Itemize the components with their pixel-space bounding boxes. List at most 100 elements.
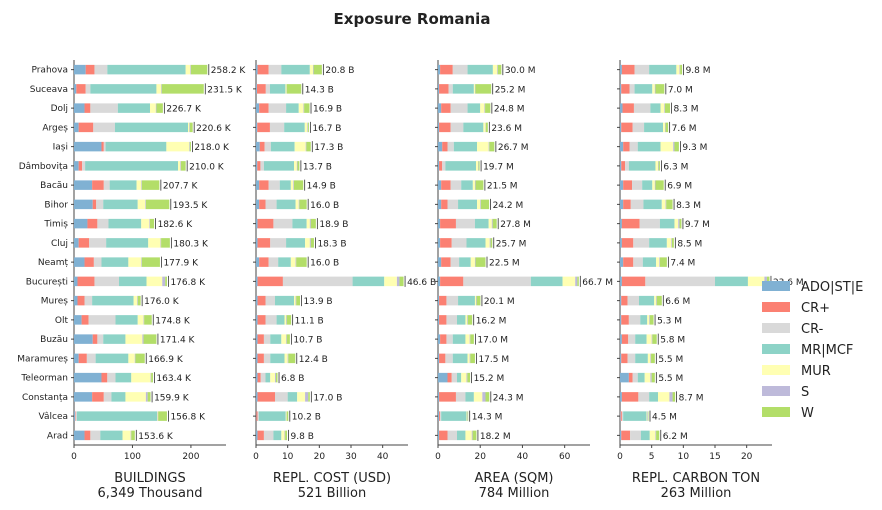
bar-segment-cr- (448, 84, 453, 94)
category-label: Arad (47, 431, 68, 441)
bar-segment-mur (472, 180, 475, 190)
total-label: 20.8 B (325, 66, 354, 76)
bar-segment-mur (473, 392, 483, 402)
bar-segment-cr- (633, 238, 650, 248)
bar-segment-mr-mcf (634, 84, 653, 94)
bar-segment-cr- (447, 199, 459, 210)
bar-segment-cr- (268, 180, 280, 190)
bar-segment-w (671, 238, 674, 248)
bar-segment-w (577, 276, 579, 287)
bar-segment-ado-st-e (438, 411, 440, 421)
total-label: 20.1 M (484, 297, 515, 307)
x-axis-label: REPL. CARBON TON (632, 471, 760, 486)
bar-segment-ado-st-e (620, 334, 622, 344)
bar-segment-mur (281, 430, 285, 441)
total-label: 226.7 K (166, 105, 202, 115)
bar-segment-cr- (78, 161, 83, 171)
category-label: Buzău (40, 335, 68, 345)
bar-segment-s (155, 103, 157, 113)
bar-segment-ado-st-e (74, 84, 77, 94)
bar-segment-ado-st-e (620, 161, 622, 171)
total-label: 9.3 M (682, 143, 707, 153)
total-label: 14.3 B (305, 85, 334, 95)
bar-segment-mr-mcf (90, 84, 157, 94)
bar-segment-w (655, 180, 664, 190)
bar-segment-w (656, 430, 660, 441)
bar-segment-w (135, 353, 145, 364)
bar-segment-w (666, 199, 673, 210)
bar-segment-w (189, 141, 191, 152)
legend-item: ADO|ST|E (762, 280, 863, 295)
bar-segment-mr-mcf (286, 238, 306, 248)
bar-segment-s (471, 430, 473, 441)
bar-segment-w (679, 218, 682, 229)
bar-segment-ado-st-e (256, 141, 260, 152)
bar-segment-cr- (638, 392, 650, 402)
bar-segment-cr- (620, 411, 622, 421)
bar-segment-cr- (75, 411, 76, 421)
x-tick-label: 30 (345, 452, 357, 462)
bar-segment-cr- (275, 392, 288, 402)
bar-segment-s (305, 392, 309, 402)
total-label: 207.7 K (163, 182, 199, 192)
panel-3: 30.0 M 25.2 M 24.8 M 23.6 M 26.7 M 19.7 M 21.5… (435, 60, 613, 501)
bar-segment-mur (136, 180, 142, 190)
bar-segment-ado-st-e (256, 430, 258, 441)
total-label: 24.8 M (494, 105, 525, 115)
bar-segment-s (130, 430, 132, 441)
bar-segment-ado-st-e (74, 180, 93, 190)
bar-segment-mur (658, 392, 670, 402)
bar-segment-s (654, 84, 656, 94)
bar-segment-w (296, 295, 301, 306)
bar-segment-w (472, 430, 477, 441)
total-label: 156.8 K (170, 413, 206, 423)
bar-segment-ado-st-e (256, 238, 258, 248)
bar-segment-cr- (623, 257, 634, 267)
total-label: 10.7 B (293, 336, 322, 346)
total-label: 18.3 B (317, 239, 346, 249)
bar-segment-cr- (440, 411, 442, 421)
bar-segment-w (190, 64, 208, 75)
bar-segment-cr- (259, 199, 266, 210)
bar-segment-s (497, 64, 498, 75)
bar-segment-w (485, 392, 490, 402)
bar-segment-cr- (263, 430, 274, 441)
bar-segment-cr- (273, 218, 293, 229)
bar-segment-mur (474, 295, 476, 306)
bar-segment-cr- (94, 64, 108, 75)
bar-segment-s (180, 161, 181, 171)
bar-segment-cr- (257, 392, 275, 402)
bar-segment-ado-st-e (438, 276, 441, 287)
bar-segment-s (298, 199, 300, 210)
x-tick-label: 40 (377, 452, 389, 462)
bar-segment-cr- (632, 180, 643, 190)
bar-segment-w (286, 315, 292, 325)
bar-segment-cr- (621, 430, 631, 441)
bar-segment-cr- (623, 141, 630, 152)
bar-segment-ado-st-e (438, 257, 442, 267)
bar-segment-s (650, 353, 652, 364)
bar-segment-mr-mcf (258, 411, 286, 421)
bar-segment-cr- (440, 218, 456, 229)
bar-segment-cr- (442, 141, 448, 152)
bar-segment-mur (297, 392, 306, 402)
bar-segment-ado-st-e (256, 161, 258, 171)
bar-segment-ado-st-e (438, 353, 440, 364)
bar-segment-mur (137, 315, 144, 325)
bar-segment-cr- (77, 295, 85, 306)
bar-segment-ado-st-e (74, 161, 79, 171)
bar-segment-mr-mcf (292, 218, 307, 229)
bar-segment-cr- (451, 238, 467, 248)
bar-segment-s (309, 218, 311, 229)
bar-segment-s (141, 180, 142, 190)
bar-segment-cr- (439, 430, 448, 441)
bar-segment-cr- (103, 141, 106, 152)
total-label: 9.7 M (685, 220, 710, 230)
x-axis-label: REPL. COST (USD) (273, 471, 391, 486)
bar-segment-w (680, 64, 683, 75)
chart-panels: Prahova 258.2 K Suceava 231.5 K Dolj 226.7 K A… (17, 60, 804, 501)
bar-segment-mur (122, 430, 131, 441)
bar-segment-s (655, 430, 657, 441)
total-label: 17.0 B (313, 393, 342, 403)
bar-segment-cr- (265, 84, 270, 94)
